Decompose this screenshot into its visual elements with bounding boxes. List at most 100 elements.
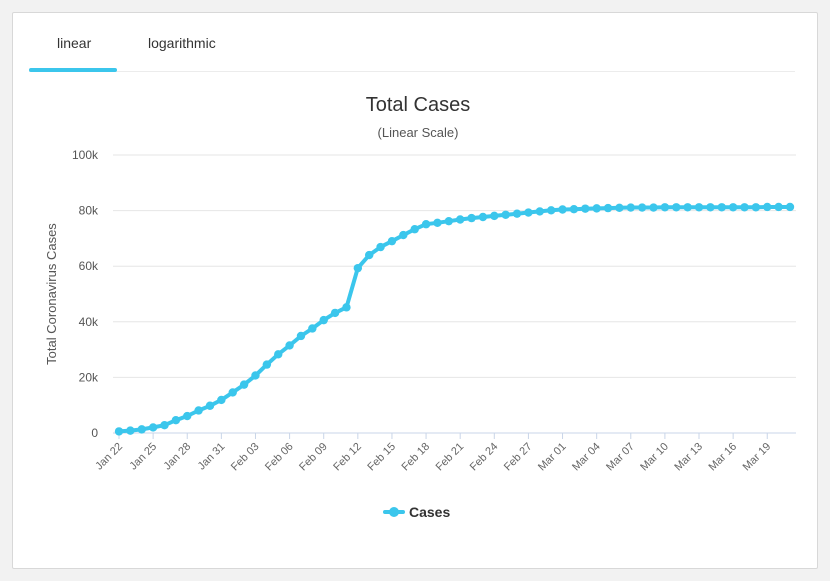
data-point	[546, 206, 556, 215]
data-point	[512, 209, 522, 218]
data-point	[194, 406, 203, 415]
x-tick-label: Mar 04	[570, 441, 603, 474]
data-point	[660, 203, 670, 212]
data-point	[342, 303, 351, 312]
tab-logarithmic[interactable]: logarithmic	[148, 35, 216, 51]
x-tick-label: Feb 03	[229, 441, 262, 474]
data-point	[308, 324, 317, 333]
data-point	[683, 203, 692, 212]
data-point	[478, 212, 488, 222]
data-point	[524, 208, 533, 217]
data-point	[785, 202, 795, 212]
data-point	[763, 202, 772, 212]
legend-swatch-marker	[389, 507, 399, 517]
data-point	[285, 341, 294, 350]
y-tick-label: 80k	[79, 204, 99, 218]
data-point	[399, 230, 408, 240]
data-point	[592, 204, 601, 213]
legend[interactable]: Cases	[383, 504, 450, 520]
scale-tabs: linear logarithmic	[13, 13, 817, 75]
x-tick-label: Feb 15	[365, 441, 398, 474]
data-point	[672, 203, 681, 212]
x-tick-label: Mar 13	[672, 441, 705, 474]
data-point	[421, 220, 431, 229]
x-tick-label: Feb 18	[399, 441, 432, 474]
data-point	[649, 203, 658, 212]
x-tick-label: Mar 01	[536, 441, 569, 474]
data-point	[637, 203, 647, 212]
data-point	[455, 215, 465, 224]
x-tick-label: Feb 12	[331, 441, 364, 474]
data-point	[581, 204, 590, 213]
data-point	[319, 315, 328, 325]
data-point	[615, 203, 624, 213]
chart-subtitle: (Linear Scale)	[378, 125, 459, 140]
data-point	[751, 203, 761, 212]
data-point	[501, 210, 510, 219]
tab-linear[interactable]: linear	[57, 35, 92, 51]
y-tick-label: 20k	[79, 370, 99, 384]
data-point	[387, 236, 397, 246]
data-point	[365, 250, 374, 260]
data-point	[717, 203, 726, 212]
y-axis-label: Total Coronavirus Cases	[44, 223, 59, 365]
data-point	[444, 216, 454, 226]
data-point	[228, 388, 237, 397]
data-point	[467, 213, 476, 223]
grid-lines	[113, 154, 796, 434]
data-point	[569, 205, 579, 214]
data-point	[205, 401, 215, 410]
active-tab-indicator	[29, 68, 117, 72]
data-point	[330, 308, 340, 318]
x-tick-label: Mar 19	[741, 441, 774, 474]
y-axis-ticks: 0 20k 40k 60k 80k 100k	[72, 148, 99, 440]
data-point	[171, 416, 181, 425]
legend-label-cases: Cases	[409, 504, 450, 520]
data-point	[774, 202, 783, 212]
data-point	[148, 423, 158, 432]
data-point	[490, 211, 499, 221]
data-point	[558, 205, 567, 214]
data-point	[694, 203, 704, 212]
data-point	[376, 242, 385, 252]
y-tick-label: 40k	[79, 315, 99, 329]
x-tick-label: Feb 06	[263, 441, 296, 474]
chart-title: Total Cases	[366, 94, 471, 116]
tabs-divider	[29, 71, 795, 72]
data-point	[728, 203, 738, 212]
data-point	[740, 203, 749, 212]
x-tick-label: Jan 25	[127, 441, 159, 473]
x-tick-label: Feb 21	[434, 441, 467, 474]
data-point	[274, 350, 283, 359]
data-point	[410, 225, 419, 234]
data-point	[535, 207, 544, 216]
x-tick-label: Mar 10	[638, 441, 671, 474]
data-point	[183, 411, 192, 421]
x-tick-label: Mar 16	[707, 441, 740, 474]
y-tick-label: 60k	[79, 259, 99, 273]
x-tick-label: Mar 07	[604, 441, 637, 474]
x-tick-label: Feb 09	[297, 441, 330, 474]
x-tick-label: Feb 24	[468, 441, 501, 474]
data-point	[262, 360, 272, 369]
data-point	[603, 203, 613, 213]
y-tick-label: 0	[91, 426, 98, 440]
data-point	[296, 331, 306, 341]
data-point	[114, 427, 124, 436]
data-point	[626, 203, 635, 212]
data-point	[137, 425, 146, 434]
data-point	[239, 380, 249, 389]
data-point	[126, 426, 135, 435]
data-point	[353, 263, 363, 273]
y-tick-label: 100k	[72, 148, 99, 162]
data-point	[433, 218, 442, 228]
data-point	[251, 371, 260, 380]
x-axis-ticks: Jan 22 Jan 25 Jan 28 Jan 31 Feb 03 Feb 06 Feb …	[93, 433, 773, 473]
series-cases	[114, 202, 795, 436]
data-point	[706, 203, 715, 212]
data-point	[217, 395, 226, 405]
x-tick-label: Feb 27	[502, 441, 535, 474]
x-tick-label: Jan 22	[93, 441, 125, 473]
chart-card: linear logarithmic	[12, 12, 818, 569]
data-point	[160, 421, 169, 430]
